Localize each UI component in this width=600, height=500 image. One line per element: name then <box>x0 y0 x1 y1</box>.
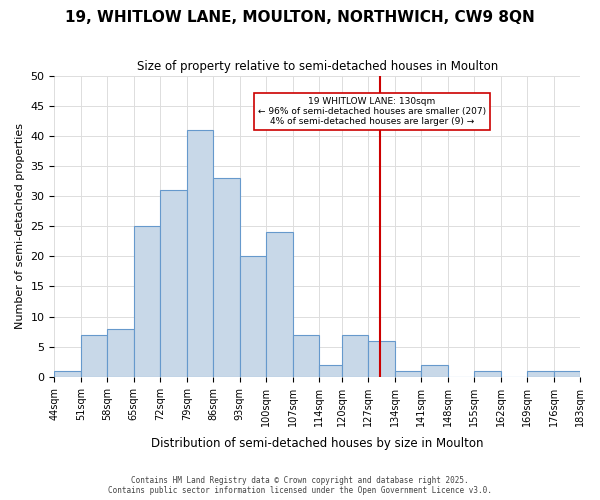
Y-axis label: Number of semi-detached properties: Number of semi-detached properties <box>15 123 25 329</box>
Text: 19 WHITLOW LANE: 130sqm
← 96% of semi-detached houses are smaller (207)
4% of se: 19 WHITLOW LANE: 130sqm ← 96% of semi-de… <box>258 96 486 126</box>
Bar <box>395 371 421 377</box>
Title: Size of property relative to semi-detached houses in Moulton: Size of property relative to semi-detach… <box>137 60 498 73</box>
Bar <box>107 328 134 377</box>
Bar <box>342 334 368 377</box>
Bar <box>293 334 319 377</box>
Text: Contains HM Land Registry data © Crown copyright and database right 2025.
Contai: Contains HM Land Registry data © Crown c… <box>108 476 492 495</box>
Text: 19, WHITLOW LANE, MOULTON, NORTHWICH, CW9 8QN: 19, WHITLOW LANE, MOULTON, NORTHWICH, CW… <box>65 10 535 25</box>
Bar <box>421 364 448 377</box>
Bar <box>187 130 213 377</box>
Bar <box>239 256 266 377</box>
Bar <box>319 364 342 377</box>
Bar <box>527 371 554 377</box>
Bar <box>368 340 395 377</box>
Bar <box>81 334 107 377</box>
Bar <box>55 371 81 377</box>
Bar <box>474 371 500 377</box>
X-axis label: Distribution of semi-detached houses by size in Moulton: Distribution of semi-detached houses by … <box>151 437 484 450</box>
Bar <box>554 371 580 377</box>
Bar <box>213 178 239 377</box>
Bar <box>160 190 187 377</box>
Bar <box>134 226 160 377</box>
Bar <box>266 232 293 377</box>
